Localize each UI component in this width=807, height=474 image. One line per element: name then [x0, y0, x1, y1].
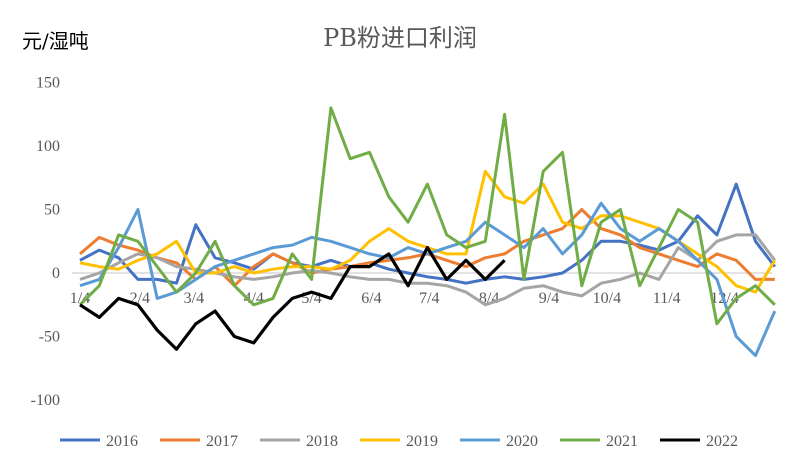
legend-item-2018: 2018 — [260, 433, 338, 450]
x-tick-label: 10/4 — [593, 290, 621, 307]
y-tick-label: -50 — [39, 329, 60, 346]
legend-label: 2019 — [406, 433, 438, 450]
x-tick-label: 9/4 — [539, 290, 559, 307]
legend-item-2022: 2022 — [660, 433, 738, 450]
chart-title: PB粉进口利润 — [323, 24, 477, 52]
x-tick-label: 6/4 — [361, 290, 381, 307]
legend-label: 2020 — [506, 433, 538, 450]
legend-item-2017: 2017 — [160, 433, 238, 450]
series-line-2021 — [78, 106, 776, 326]
legend-label: 2017 — [206, 433, 238, 450]
x-tick-label: 1/4 — [70, 290, 90, 307]
legend-item-2021: 2021 — [560, 433, 638, 450]
legend-label: 2021 — [606, 433, 638, 450]
y-tick-label: 50 — [44, 202, 60, 219]
legend-item-2019: 2019 — [360, 433, 438, 450]
series-line-2020 — [79, 201, 777, 358]
legend-label: 2018 — [306, 433, 338, 450]
series-line-2019 — [79, 169, 777, 294]
series-line-2022 — [79, 246, 506, 351]
y-tick-label: 100 — [36, 138, 60, 155]
legend-label: 2016 — [106, 433, 138, 450]
legend-item-2020: 2020 — [460, 433, 538, 450]
x-tick-label: 3/4 — [184, 290, 204, 307]
legend-label: 2022 — [706, 433, 738, 450]
y-tick-label: 0 — [52, 265, 60, 282]
y-axis-unit: 元/湿吨 — [22, 29, 89, 53]
series-line-2018 — [79, 233, 776, 307]
x-tick-label: 11/4 — [653, 290, 681, 307]
y-tick-label: -100 — [31, 392, 60, 409]
x-tick-label: 7/4 — [419, 290, 439, 307]
legend-item-2016: 2016 — [60, 433, 138, 450]
y-tick-label: 150 — [36, 75, 60, 92]
